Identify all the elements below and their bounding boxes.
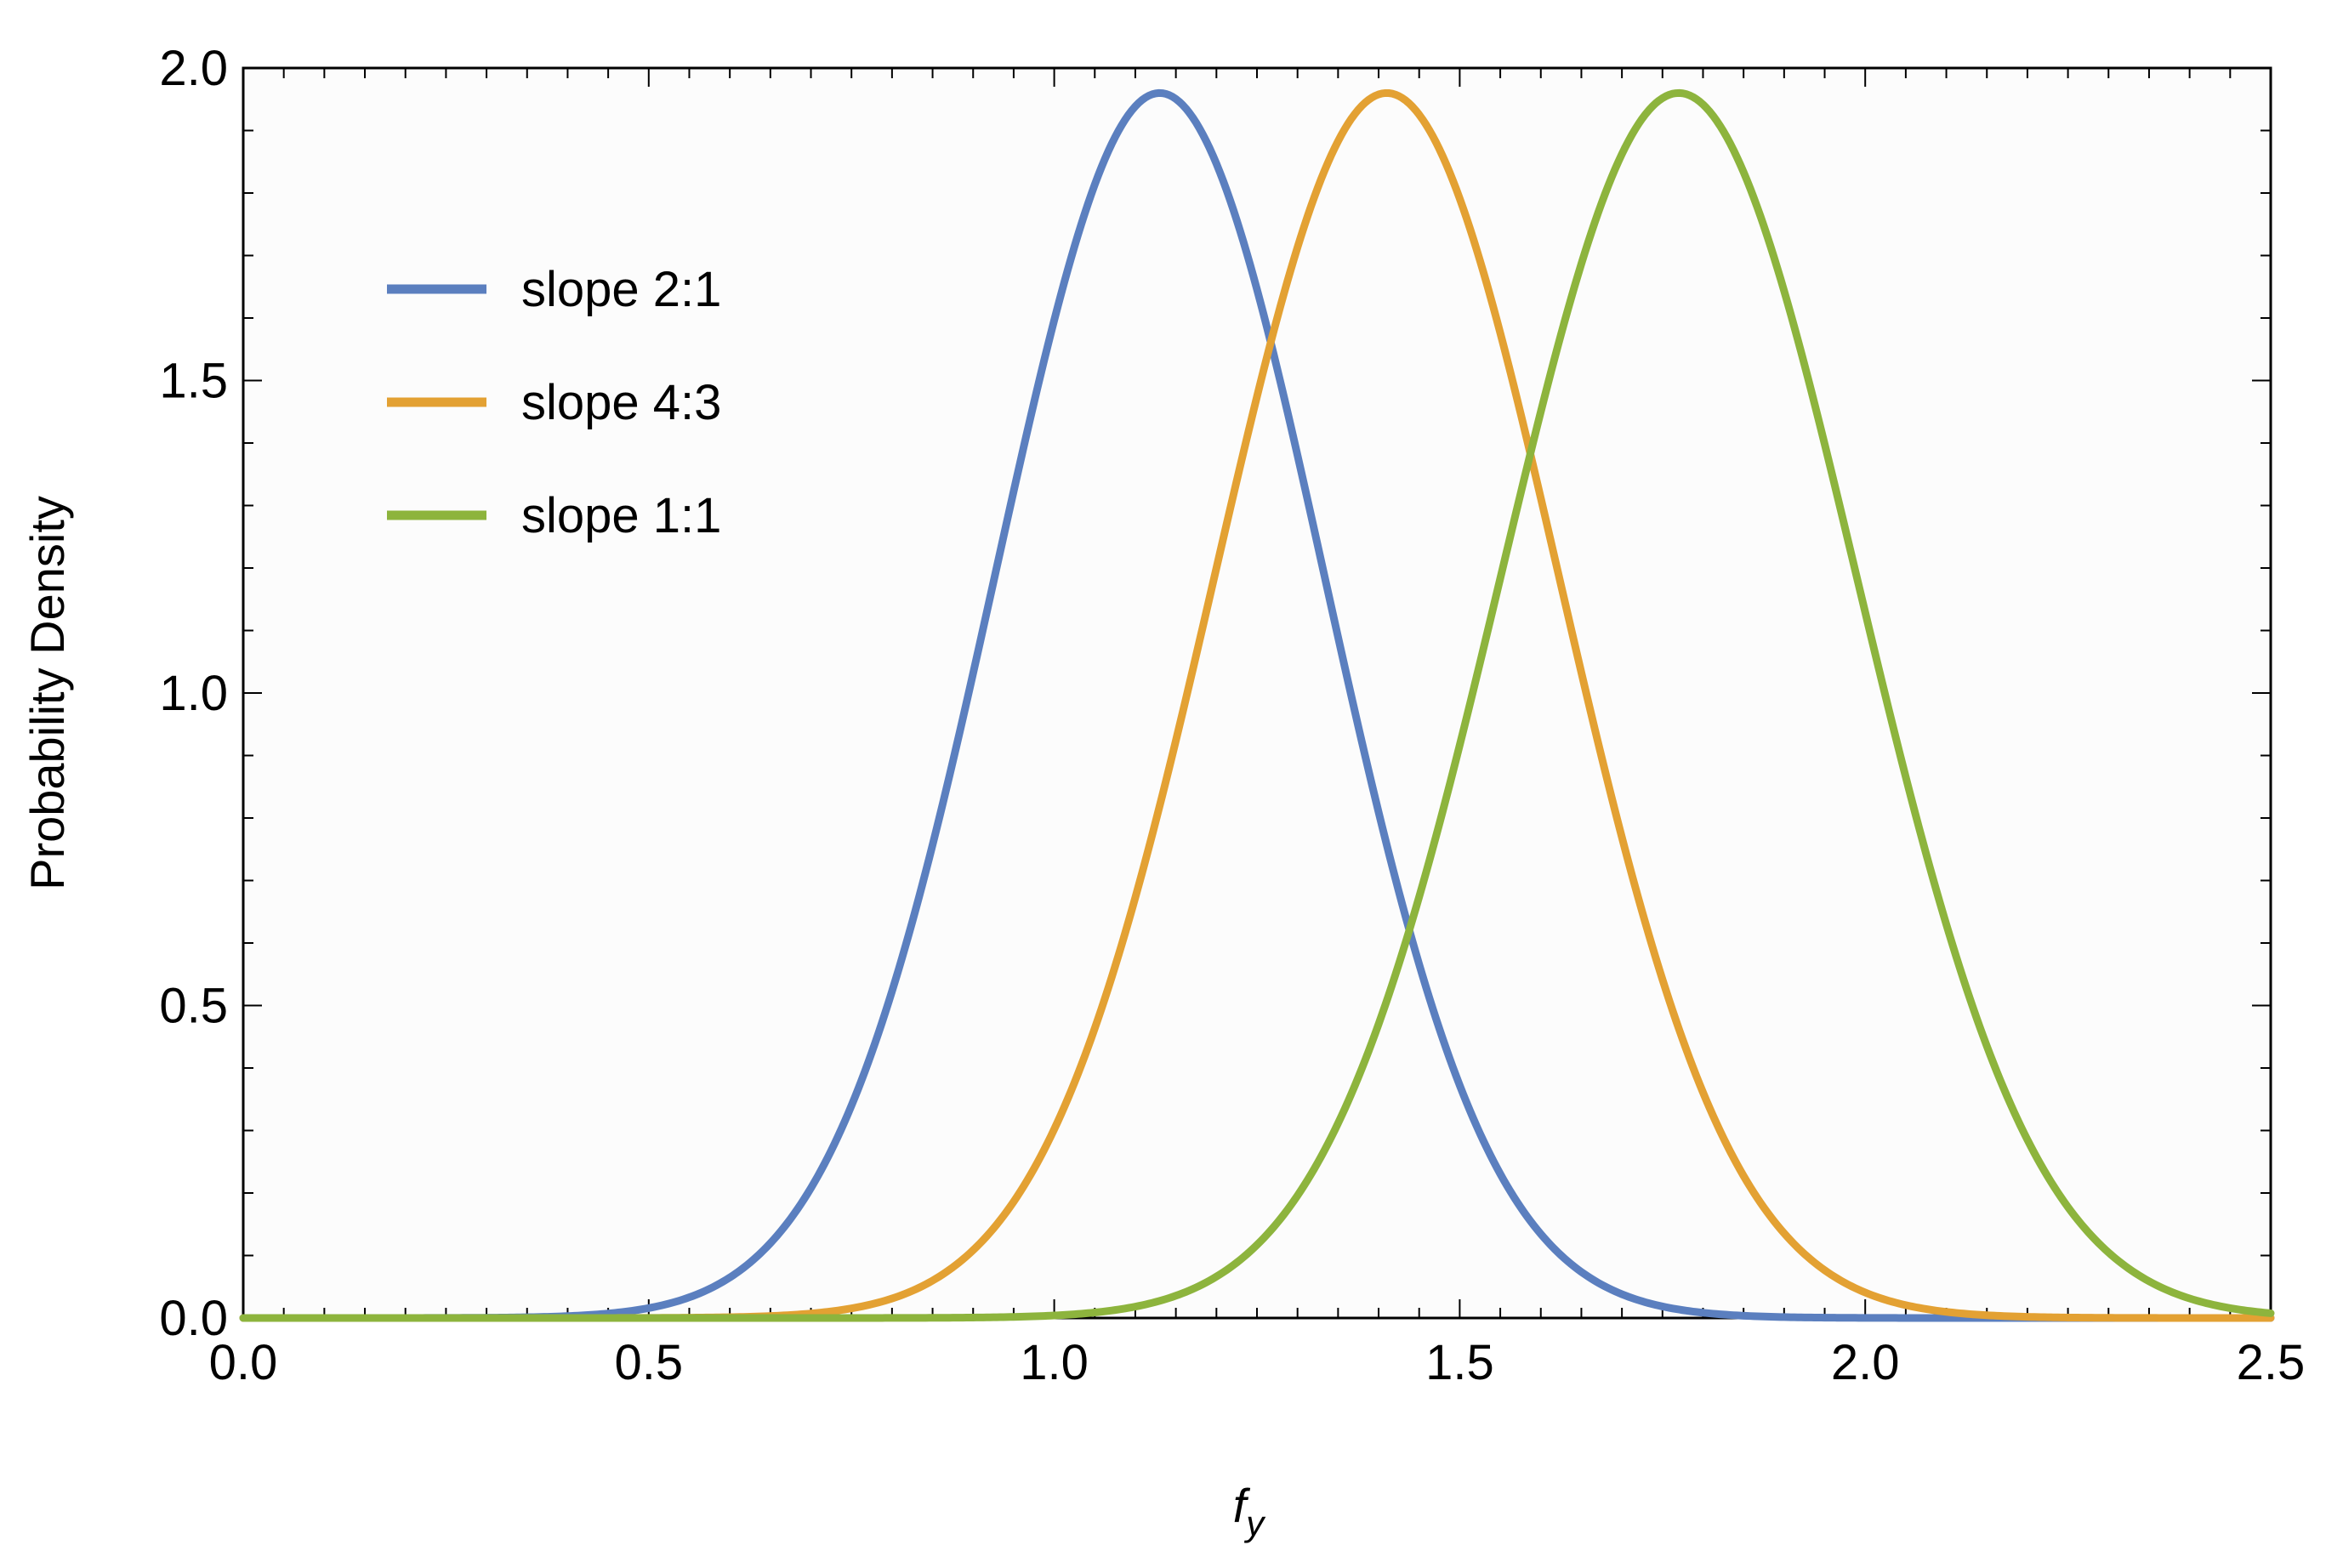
x-tick-label: 2.0 [1831, 1335, 1900, 1390]
y-tick-label: 2.0 [159, 41, 228, 96]
y-tick-label: 0.0 [159, 1291, 228, 1346]
series-line-3 [239, 88, 2275, 1322]
x-tick-label: 2.5 [2237, 1335, 2306, 1390]
y-axis-ticks: 0.0 0.5 1.0 1.5 2.0 [159, 41, 2271, 1346]
legend-label-2: slope 4:3 [521, 375, 721, 430]
x-axis-ticks: 0.0 0.5 1.0 1.5 2.0 2.5 [209, 68, 2306, 1390]
y-tick-label: 1.5 [159, 354, 228, 409]
legend: slope 2:1 slope 4:3 slope 1:1 [387, 262, 721, 543]
x-tick-label: 1.5 [1425, 1335, 1494, 1390]
legend-label-1: slope 2:1 [521, 262, 721, 317]
legend-label-3: slope 1:1 [521, 488, 721, 543]
y-tick-label: 1.0 [159, 666, 228, 721]
x-axis-title-subscript: y [1243, 1503, 1266, 1543]
y-tick-label: 0.5 [159, 979, 228, 1034]
plot-frame [242, 66, 2272, 1320]
x-tick-label: 1.0 [1020, 1335, 1089, 1390]
x-tick-label: 0.5 [614, 1335, 683, 1390]
series-curves [239, 88, 2275, 1322]
y-axis-title: Probability Density [20, 496, 74, 890]
x-tick-label: 0.0 [209, 1335, 278, 1390]
